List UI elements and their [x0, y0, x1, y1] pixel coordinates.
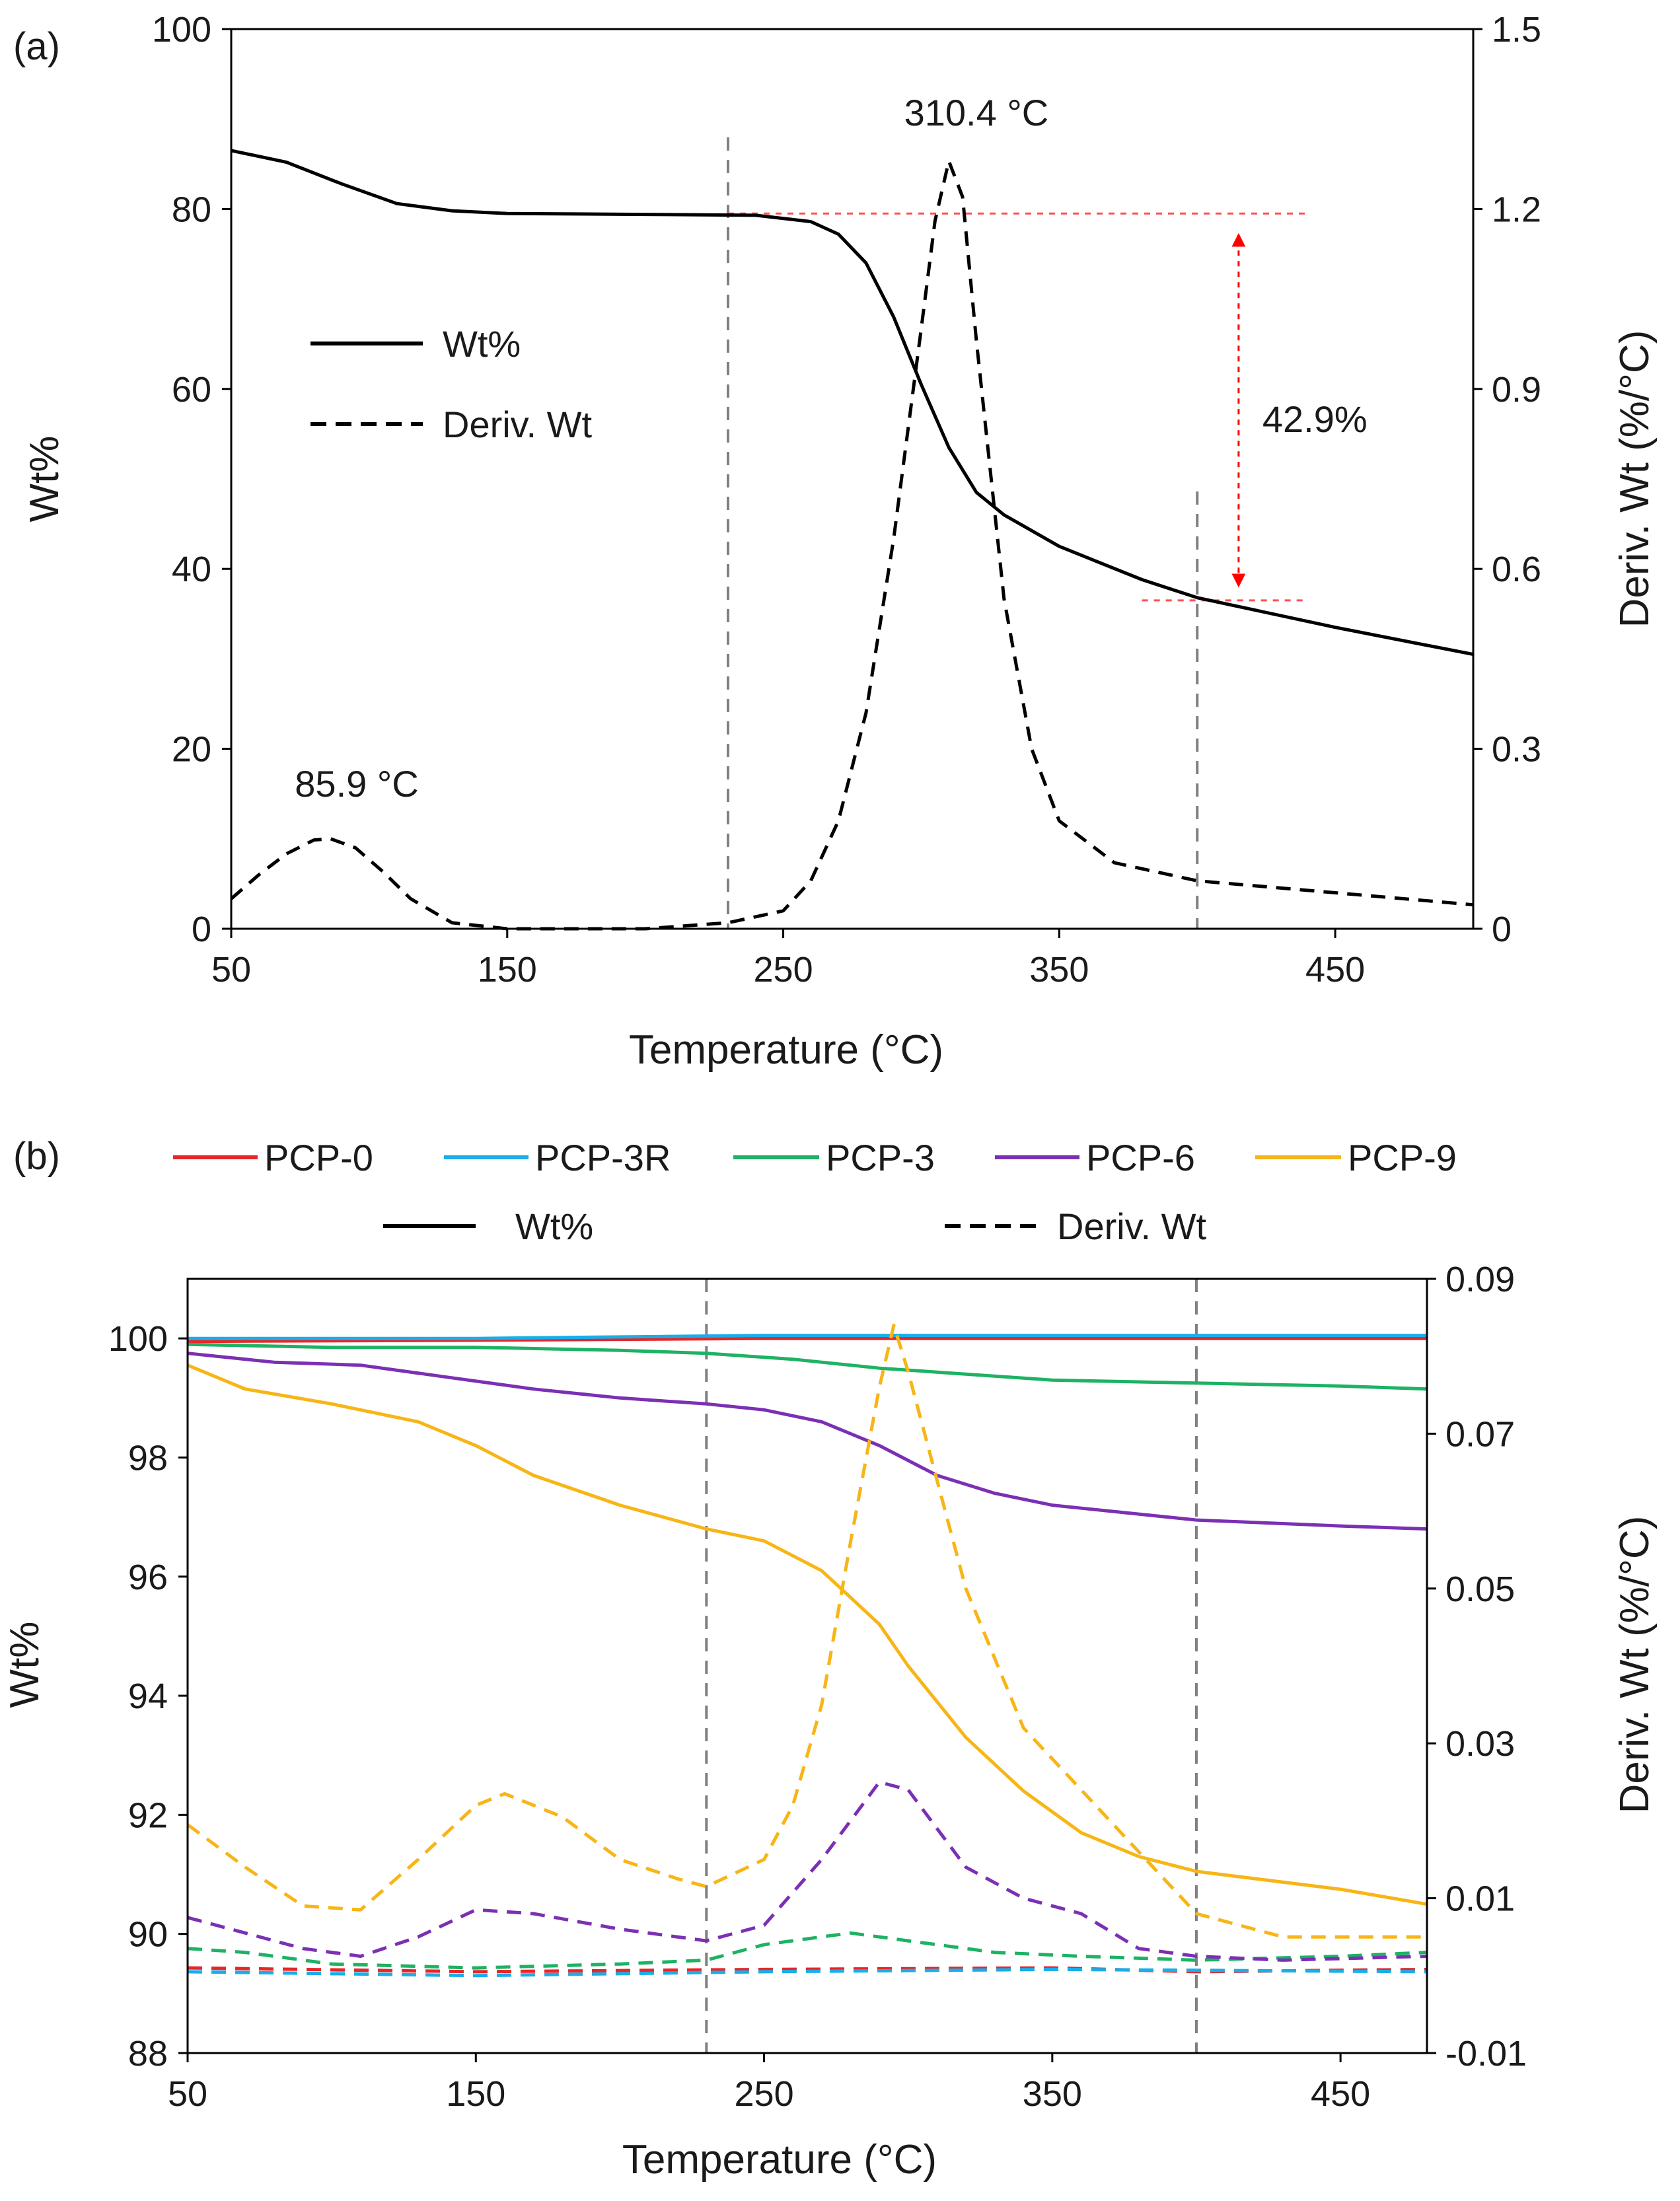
panel-b-x-tick-label: 50 — [168, 2074, 207, 2114]
panel-b-label: (b) — [13, 1135, 60, 1178]
legend-wt-label: Wt% — [443, 323, 521, 365]
panel-a-y-tick-label: 100 — [152, 10, 211, 50]
legend-wt-label-b: Wt% — [515, 1206, 593, 1247]
panel-b-series — [186, 1323, 1428, 1978]
panel-b-x-tick-label: 150 — [446, 2074, 505, 2114]
panel-a-y2-tick-label: 1.2 — [1492, 190, 1541, 229]
panel-a-x-tick-label: 250 — [754, 950, 813, 990]
panel-b-y2-tick-label: 0.07 — [1445, 1414, 1515, 1454]
panel-b-plot-frame — [186, 1278, 1428, 2054]
panel-b-series-pcp-6-deriv-wt — [187, 1780, 1428, 1962]
chart-panel-b: (b) PCP-0 PCP-3R PCP-3 PCP-6 PCP-9 Wt% D… — [2, 1135, 1658, 2183]
legend-pcp3-label: PCP-3 — [826, 1137, 935, 1178]
panel-b-y2-tick-label: 0.01 — [1445, 1879, 1515, 1919]
panel-b-series-pcp-3r-wt — [188, 1334, 1427, 1340]
panel-b-series-pcp-9-deriv-wt — [186, 1323, 1427, 1939]
panel-a-vertical-guides — [727, 137, 1199, 929]
panel-b-y2-tick-label: 0.05 — [1445, 1570, 1515, 1609]
panel-a-y-tick-label: 20 — [172, 730, 211, 770]
chart-panel-a: 42.9% (a) 310.4 °C 85.9 °C Wt% Deriv. Wt… — [13, 10, 1658, 1073]
panel-a-peak-label-low: 85.9 °C — [295, 763, 418, 805]
panel-b-y-tick-label: 100 — [108, 1319, 168, 1359]
panel-a-y-tick-label: 80 — [172, 190, 211, 229]
panel-b-y-ticks: 88 90 92 94 96 98 100 — [108, 1319, 188, 2074]
panel-b-series-pcp-3-wt — [187, 1342, 1428, 1391]
panel-a-horizontal-guides — [728, 212, 1308, 602]
panel-a-y2-tick-label: 0 — [1492, 910, 1512, 949]
panel-a-y-tick-label: 40 — [172, 550, 211, 589]
panel-b-y2-tick-label: 0.09 — [1445, 1260, 1515, 1299]
panel-a-series — [230, 149, 1474, 931]
panel-b-vertical-guides — [705, 1279, 1198, 2053]
panel-a-x-tick-label: 450 — [1305, 950, 1365, 990]
panel-a-peak-label-main: 310.4 °C — [904, 92, 1049, 133]
legend-pcp9-label: PCP-9 — [1348, 1137, 1457, 1178]
panel-a-y-ticks: 0 20 40 60 80 100 — [152, 10, 231, 949]
panel-b-x-tick-label: 350 — [1023, 2074, 1082, 2114]
panel-b-y-tick-label: 96 — [128, 1558, 168, 1597]
legend-deriv-label: Deriv. Wt — [443, 404, 592, 445]
panel-b-y-tick-label: 90 — [128, 1915, 168, 1955]
panel-a-x-ticks: 50 150 250 350 450 — [211, 929, 1365, 990]
panel-b-y2-tick-label: -0.01 — [1445, 2034, 1527, 2074]
panel-b-legend: PCP-0 PCP-3R PCP-3 PCP-6 PCP-9 Wt% Deriv… — [173, 1137, 1457, 1247]
panel-a-series-deriv-wt — [230, 159, 1474, 931]
panel-a-loss-label: 42.9% — [1262, 398, 1368, 440]
panel-a-series-wt — [231, 149, 1474, 657]
panel-a-y2-tick-label: 0.9 — [1492, 370, 1541, 410]
panel-a-y2-tick-label: 0.6 — [1492, 550, 1541, 589]
panel-a-legend: Wt% Deriv. Wt — [310, 323, 592, 445]
panel-a-x-axis-label: Temperature (°C) — [629, 1027, 943, 1073]
panel-b-x-ticks: 50 150 250 350 450 — [168, 2053, 1370, 2114]
panel-a-y2-axis-label: Deriv. Wt (%/°C) — [1612, 330, 1658, 628]
panel-b-y2-axis-label: Deriv. Wt (%/°C) — [1612, 1516, 1658, 1814]
panel-b-y2-tick-label: 0.03 — [1445, 1724, 1515, 1764]
panel-b-x-axis-label: Temperature (°C) — [622, 2137, 937, 2183]
panel-b-y-tick-label: 94 — [128, 1677, 168, 1716]
panel-b-y-axis-label: Wt% — [2, 1622, 48, 1708]
panel-a-y2-tick-label: 0.3 — [1492, 730, 1541, 770]
panel-a-y2-tick-label: 1.5 — [1492, 10, 1541, 50]
panel-a-y2-ticks: 0 0.3 0.6 0.9 1.2 1.5 — [1473, 10, 1541, 949]
legend-deriv-label-b: Deriv. Wt — [1057, 1206, 1206, 1247]
panel-a-y-tick-label: 0 — [192, 910, 211, 949]
panel-a-plot-frame — [230, 28, 1475, 930]
legend-pcp3r-label: PCP-3R — [535, 1137, 671, 1178]
panel-a-x-tick-label: 350 — [1029, 950, 1089, 990]
panel-b-y2-ticks: -0.01 0.01 0.03 0.05 0.07 0.09 — [1427, 1260, 1527, 2074]
panel-b-x-tick-label: 250 — [735, 2074, 794, 2114]
panel-b-y-tick-label: 88 — [128, 2034, 168, 2074]
panel-b-series-pcp-0-wt — [187, 1336, 1427, 1344]
panel-a-x-tick-label: 50 — [211, 950, 251, 990]
panel-b-y-tick-label: 92 — [128, 1795, 168, 1835]
panel-a-label: (a) — [13, 25, 60, 68]
legend-pcp0-label: PCP-0 — [264, 1137, 373, 1178]
panel-b-x-tick-label: 450 — [1311, 2074, 1370, 2114]
panel-a-x-tick-label: 150 — [478, 950, 537, 990]
panel-a-y-axis-label: Wt% — [22, 436, 67, 523]
panel-b-series-pcp-6-wt — [187, 1352, 1428, 1531]
panel-b-series-pcp-3r-deriv-wt — [187, 1967, 1428, 1978]
panel-b-series-pcp-9-wt — [187, 1363, 1428, 1906]
legend-pcp6-label: PCP-6 — [1086, 1137, 1195, 1178]
panel-b-y-tick-label: 98 — [128, 1438, 168, 1478]
panel-a-y-tick-label: 60 — [172, 370, 211, 410]
panel-b-series-pcp-3-deriv-wt — [187, 1931, 1428, 1970]
